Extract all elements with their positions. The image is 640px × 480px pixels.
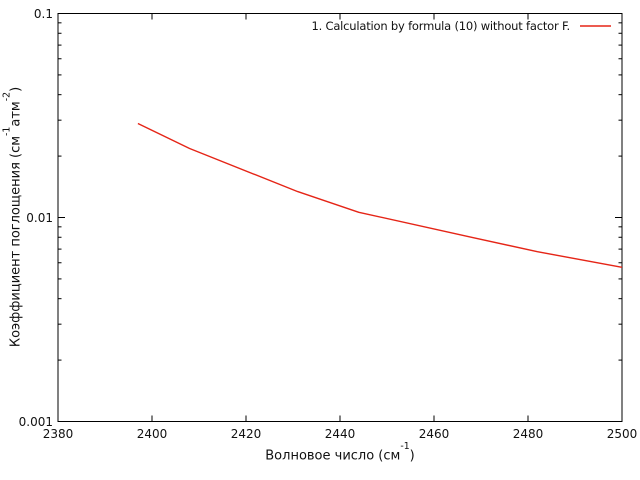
y-axis-label: Коэффициент поглощения (см-1атм-2) — [2, 86, 24, 348]
x-tick-label: 2440 — [324, 427, 356, 441]
x-tick-label: 2460 — [418, 427, 450, 441]
x-tick-label: 2380 — [42, 427, 74, 441]
x-axis-label-superscript: -1 — [400, 441, 410, 453]
y-axis-label-superscript: -2 — [1, 91, 13, 102]
y-tick-label: 0.001 — [18, 414, 53, 429]
y-tick-label: 0.01 — [26, 210, 53, 225]
x-axis-label: Волновое число (см-1) — [265, 441, 415, 464]
x-tick-label: 2420 — [230, 427, 262, 441]
y-axis-label-text: Коэффициент поглощения (см — [8, 135, 24, 348]
legend-entry-label: 1. Calculation by formula (10) without f… — [311, 19, 570, 33]
x-axis-label-text: Волновое число (см — [265, 448, 401, 464]
x-tick-label: 2400 — [136, 427, 168, 441]
y-axis-label-text: ) — [8, 86, 24, 92]
plot-border — [57, 13, 623, 422]
x-tick-label: 2500 — [606, 427, 638, 441]
x-axis-label-text: ) — [409, 448, 415, 464]
y-tick-label: 0.1 — [33, 6, 53, 21]
y-axis-label-superscript: -1 — [1, 126, 13, 136]
y-axis-label-text: атм — [8, 101, 24, 127]
x-tick-label: 2480 — [512, 427, 544, 441]
series-line-1 — [137, 122, 623, 268]
